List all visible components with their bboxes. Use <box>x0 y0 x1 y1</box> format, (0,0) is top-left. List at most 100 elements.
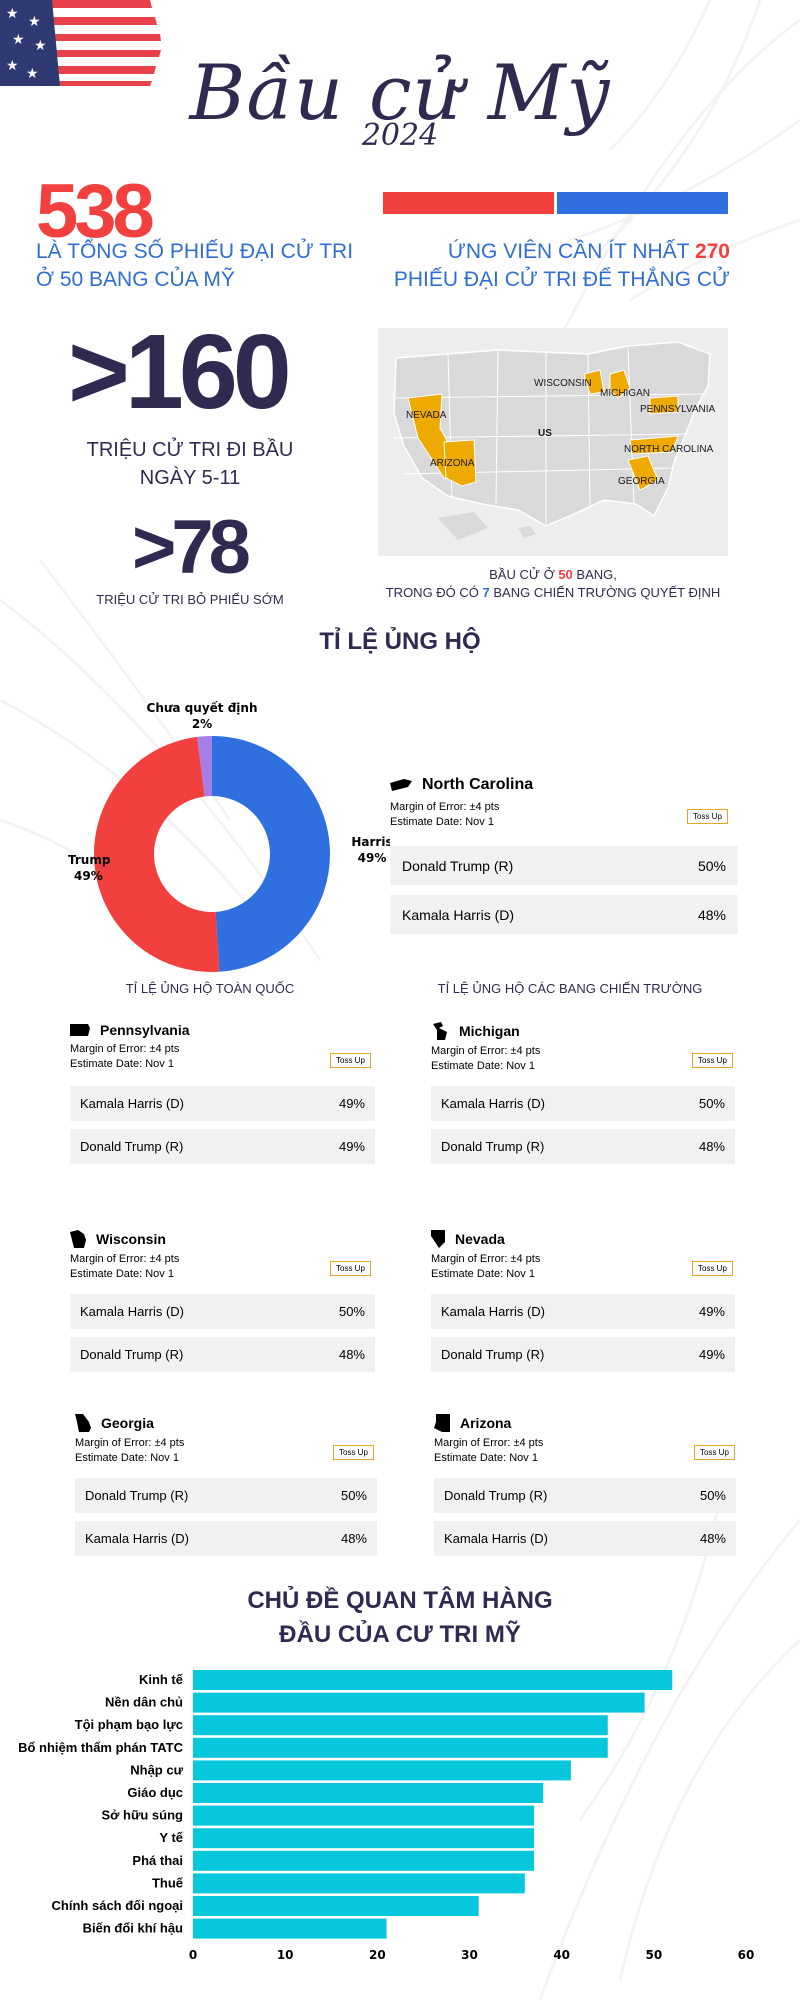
toss-up-badge: Toss Up <box>692 1053 733 1068</box>
poll-card-georgia: Georgia Margin of Error: ±4 pts Estimate… <box>75 1414 377 1559</box>
bar <box>193 1918 387 1939</box>
donut-label-undecided: Chưa quyết định <box>147 701 258 715</box>
poll-row: Donald Trump (R) 48% <box>70 1337 375 1372</box>
democrat-bar <box>557 192 728 214</box>
poll-card-north-carolina: North Carolina Margin of Error: ±4 pts E… <box>390 776 738 936</box>
michigan-icon <box>433 1022 447 1040</box>
poll-row: Kamala Harris (D) 50% <box>70 1294 375 1329</box>
wisconsin-icon <box>70 1230 86 1248</box>
support-title: TỈ LỆ ỦNG HỘ <box>319 628 481 655</box>
poll-card-michigan: Michigan Margin of Error: ±4 pts Estimat… <box>431 1022 735 1167</box>
bar <box>193 1850 535 1871</box>
us-map-graphic <box>393 341 711 540</box>
poll-row: Kamala Harris (D) 49% <box>431 1294 735 1329</box>
bar <box>193 1692 645 1713</box>
voters-number: >160 <box>68 313 292 431</box>
svg-text:★: ★ <box>28 14 41 30</box>
palm-leaf-decoration <box>528 0 800 401</box>
poll-row: Donald Trump (R) 50% <box>75 1478 377 1513</box>
bar <box>193 1896 479 1916</box>
x-tick-label: 60 <box>738 1948 755 1962</box>
bar <box>193 1715 608 1736</box>
bar-category-label: Sở hữu súng <box>102 1808 184 1823</box>
poll-card-pennsylvania: Pennsylvania Margin of Error: ±4 pts Est… <box>70 1022 375 1167</box>
issues-bar-chart: Kinh tế Nền dân chủ Tội phạm bạo lực Bổ nhi… <box>18 1670 755 1962</box>
early-voters-caption: TRIỆU CỬ TRI BỎ PHIẾU SỚM <box>96 592 284 607</box>
arizona-icon <box>434 1414 450 1432</box>
battleground-caption: TỈ LỆ ỦNG HỘ CÁC BANG CHIẾN TRƯỜNG <box>437 981 703 996</box>
poll-row: Donald Trump (R) 50% <box>390 846 738 885</box>
map-label-nevada: NEVADA <box>406 410 447 421</box>
donut-slice-harris <box>212 736 330 972</box>
svg-text:★: ★ <box>12 32 25 48</box>
us-flag-icon: ★ ★ ★ ★ ★ ★ <box>0 0 162 86</box>
poll-row: Donald Trump (R) 49% <box>431 1337 735 1372</box>
svg-text:★: ★ <box>34 38 47 54</box>
bar <box>193 1760 571 1781</box>
poll-card-nevada: Nevada Margin of Error: ±4 pts Estimate … <box>431 1230 735 1375</box>
bar-category-label: Chính sách đối ngoại <box>52 1898 183 1913</box>
x-tick-label: 40 <box>553 1948 570 1962</box>
bar <box>193 1783 544 1803</box>
bar-category-label: Nhập cư <box>130 1762 183 1777</box>
poll-row: Kamala Harris (D) 48% <box>434 1521 736 1556</box>
poll-row: Donald Trump (R) 50% <box>434 1478 736 1513</box>
electoral-total-caption: LÀ TỔNG SỐ PHIẾU ĐẠI CỬ TRI Ở 50 BANG CỦ… <box>36 240 354 291</box>
toss-up-badge: Toss Up <box>687 809 728 824</box>
national-donut-chart: Harris 49% Trump 49% Chưa quyết định 2% <box>68 701 390 972</box>
poll-row: Kamala Harris (D) 48% <box>390 895 738 934</box>
x-tick-label: 50 <box>645 1948 662 1962</box>
poll-row: Kamala Harris (D) 48% <box>75 1521 377 1556</box>
map-label-wisconsin: WISCONSIN <box>534 378 592 389</box>
bar <box>193 1670 673 1690</box>
map-label-georgia: GEORGIA <box>618 476 665 487</box>
poll-row: Kamala Harris (D) 49% <box>70 1086 375 1121</box>
donut-label-trump: Trump <box>68 853 111 867</box>
svg-text:★: ★ <box>6 58 19 74</box>
x-tick-label: 0 <box>189 1948 197 1962</box>
page-year: 2024 <box>361 118 439 153</box>
republican-bar <box>383 192 554 214</box>
map-label-north-carolina: NORTH CAROLINA <box>624 444 714 455</box>
pennsylvania-icon <box>70 1024 90 1036</box>
north-carolina-icon <box>390 779 412 791</box>
toss-up-badge: Toss Up <box>333 1445 374 1460</box>
national-caption: TỈ LỆ ỦNG HỘ TOÀN QUỐC <box>125 981 295 996</box>
bar <box>193 1805 535 1826</box>
bar-category-label: Biến đổi khí hậu <box>83 1921 183 1936</box>
x-tick-label: 30 <box>461 1948 478 1962</box>
svg-text:★: ★ <box>26 66 39 82</box>
bar-category-label: Phá thai <box>132 1853 183 1868</box>
us-map: WISCONSIN MICHIGAN PENNSYLVANIA NEVADA U… <box>378 328 728 556</box>
bar-category-label: Y tế <box>159 1830 183 1845</box>
page-title: Bầu cử Mỹ <box>189 48 611 137</box>
svg-text:★: ★ <box>6 6 19 22</box>
toss-up-badge: Toss Up <box>692 1261 733 1276</box>
bar-category-label: Thuế <box>152 1875 184 1890</box>
poll-row: Donald Trump (R) 49% <box>70 1129 375 1164</box>
toss-up-badge: Toss Up <box>330 1053 371 1068</box>
map-label-arizona: ARIZONA <box>430 458 475 469</box>
map-caption: BẦU CỬ Ở 50 BANG, TRONG ĐÓ CÓ 7 BANG CHI… <box>385 567 721 600</box>
voters-caption: TRIỆU CỬ TRI ĐI BẦU NGÀY 5-11 <box>86 439 294 489</box>
bar <box>193 1737 608 1758</box>
bar <box>193 1828 535 1849</box>
poll-row: Kamala Harris (D) 50% <box>431 1086 735 1121</box>
bar-category-label: Giáo dục <box>127 1785 183 1800</box>
early-voters-number: >78 <box>132 505 251 590</box>
poll-card-arizona: Arizona Margin of Error: ±4 pts Estimate… <box>434 1414 736 1559</box>
toss-up-badge: Toss Up <box>330 1261 371 1276</box>
map-label-pennsylvania: PENNSYLVANIA <box>640 404 716 415</box>
electoral-total: 538 <box>36 169 155 254</box>
nevada-icon <box>431 1230 445 1248</box>
bar <box>193 1873 525 1894</box>
issues-title: CHỦ ĐỀ QUAN TÂM HÀNG ĐẦU CỦA CƯ TRI MỸ <box>247 1587 553 1648</box>
donut-value-undecided: 2% <box>192 717 212 731</box>
win-threshold-caption: ỨNG VIÊN CẦN ÍT NHẤT 270 PHIẾU ĐẠI CỬ TR… <box>393 240 730 291</box>
x-tick-label: 10 <box>277 1948 294 1962</box>
donut-slice-trump <box>94 736 220 972</box>
donut-slice-undecided <box>197 736 212 797</box>
bar-category-label: Nền dân chủ <box>105 1695 183 1710</box>
donut-value-harris: 49% <box>358 851 387 865</box>
bar-category-label: Kinh tế <box>139 1672 184 1687</box>
